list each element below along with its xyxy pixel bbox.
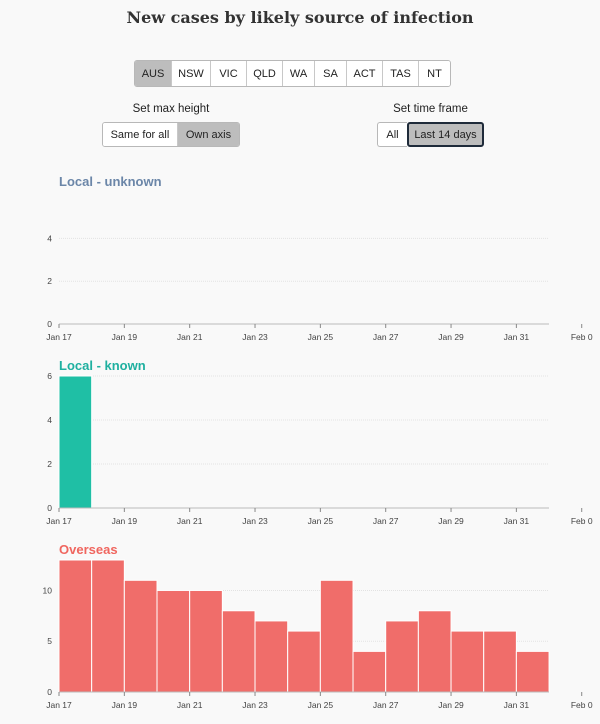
x-tick-label: Jan 27 bbox=[373, 516, 399, 526]
x-tick-label: Feb 0 bbox=[571, 700, 593, 710]
state-button-tas[interactable]: TAS bbox=[383, 61, 419, 86]
x-tick-label: Jan 25 bbox=[308, 516, 334, 526]
bar-overseas-9 bbox=[352, 650, 387, 693]
bar-overseas-5 bbox=[221, 610, 256, 693]
x-tick-label: Jan 27 bbox=[373, 332, 399, 342]
x-tick-label: Jan 21 bbox=[177, 700, 203, 710]
bar-overseas-14 bbox=[515, 650, 550, 693]
x-tick-label: Jan 23 bbox=[242, 332, 268, 342]
bar-overseas-12 bbox=[450, 630, 485, 693]
x-tick-label: Jan 29 bbox=[438, 332, 464, 342]
bar-overseas-8 bbox=[319, 579, 354, 693]
x-tick-label: Feb 0 bbox=[571, 516, 593, 526]
y-tick-label: 0 bbox=[47, 503, 52, 513]
panel-title-overseas: Overseas bbox=[59, 542, 118, 557]
bar-local-known-0 bbox=[58, 375, 93, 509]
x-tick-label: Jan 29 bbox=[438, 516, 464, 526]
x-tick-label: Jan 31 bbox=[504, 700, 530, 710]
x-tick-label: Jan 17 bbox=[46, 516, 72, 526]
x-tick-label: Jan 21 bbox=[177, 516, 203, 526]
state-button-sa[interactable]: SA bbox=[315, 61, 347, 86]
time-frame-label: Set time frame bbox=[393, 103, 468, 115]
x-tick-label: Jan 17 bbox=[46, 332, 72, 342]
state-button-nt[interactable]: NT bbox=[419, 61, 450, 86]
bar-overseas-4 bbox=[189, 589, 223, 693]
y-tick-label: 4 bbox=[47, 415, 52, 425]
x-tick-label: Jan 27 bbox=[373, 700, 399, 710]
state-button-wa[interactable]: WA bbox=[283, 61, 315, 86]
max-height-toggle: Same for all Own axis bbox=[102, 122, 240, 147]
x-tick-label: Jan 31 bbox=[504, 332, 530, 342]
panel-title-local-known: Local - known bbox=[59, 358, 146, 373]
state-button-vic[interactable]: VIC bbox=[211, 61, 247, 86]
state-button-act[interactable]: ACT bbox=[347, 61, 383, 86]
page-title: New cases by likely source of infection bbox=[126, 8, 474, 27]
x-tick-label: Jan 21 bbox=[177, 332, 203, 342]
x-tick-label: Jan 31 bbox=[504, 516, 530, 526]
y-tick-label: 0 bbox=[47, 687, 52, 697]
x-tick-label: Jan 19 bbox=[112, 700, 138, 710]
y-tick-label: 2 bbox=[47, 459, 52, 469]
x-tick-label: Jan 29 bbox=[438, 700, 464, 710]
x-tick-label: Jan 19 bbox=[112, 516, 138, 526]
bar-overseas-7 bbox=[287, 630, 321, 693]
state-selector: AUS NSW VIC QLD WA SA ACT TAS NT bbox=[134, 60, 451, 87]
x-tick-label: Jan 23 bbox=[242, 700, 268, 710]
same-for-all-button[interactable]: Same for all bbox=[103, 123, 178, 146]
panel-title-local-unknown: Local - unknown bbox=[59, 174, 162, 189]
time-frame-toggle: All Last 14 days bbox=[377, 122, 484, 147]
bar-overseas-0 bbox=[58, 559, 93, 693]
max-height-label: Set max height bbox=[132, 103, 210, 115]
bar-overseas-6 bbox=[254, 620, 289, 693]
state-button-qld[interactable]: QLD bbox=[247, 61, 283, 86]
bar-overseas-13 bbox=[483, 630, 517, 693]
y-tick-label: 6 bbox=[47, 371, 52, 381]
own-axis-button[interactable]: Own axis bbox=[177, 123, 239, 146]
y-tick-label: 4 bbox=[47, 233, 52, 243]
y-tick-label: 2 bbox=[47, 276, 52, 286]
y-tick-label: 5 bbox=[47, 636, 52, 646]
x-tick-label: Jan 19 bbox=[112, 332, 138, 342]
last-14-days-button[interactable]: Last 14 days bbox=[407, 122, 484, 147]
bar-overseas-10 bbox=[385, 620, 419, 693]
bar-overseas-3 bbox=[156, 589, 191, 693]
x-tick-label: Jan 17 bbox=[46, 700, 72, 710]
state-button-aus[interactable]: AUS bbox=[135, 61, 172, 86]
state-button-nsw[interactable]: NSW bbox=[172, 61, 211, 86]
x-tick-label: Jan 25 bbox=[308, 332, 334, 342]
all-button[interactable]: All bbox=[377, 122, 407, 147]
bar-overseas-11 bbox=[417, 610, 452, 693]
bar-overseas-1 bbox=[91, 559, 125, 693]
bar-overseas-2 bbox=[123, 579, 158, 693]
y-tick-label: 0 bbox=[47, 319, 52, 329]
x-tick-label: Jan 25 bbox=[308, 700, 334, 710]
x-tick-label: Feb 0 bbox=[571, 332, 593, 342]
x-tick-label: Jan 23 bbox=[242, 516, 268, 526]
y-tick-label: 10 bbox=[43, 585, 53, 595]
